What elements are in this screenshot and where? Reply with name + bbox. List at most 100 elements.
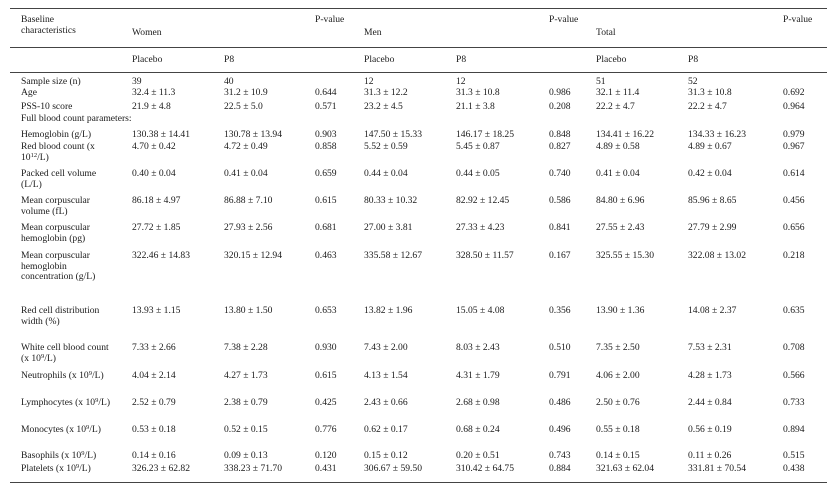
row-label-text: White cell blood count (x 10: [21, 342, 109, 364]
row-label-exponent: 9: [75, 463, 80, 470]
table-cell: 0.20 ± 0.51: [456, 450, 500, 461]
table-cell: 12: [456, 76, 466, 87]
row-label: Red cell distribution width (%): [21, 305, 100, 327]
table-cell: 0.614: [783, 168, 805, 179]
table-cell: 0.986: [549, 87, 571, 98]
table-cell: 0.776: [315, 424, 337, 435]
row-label: Neutrophils (x 109/L): [21, 370, 113, 382]
table-cell: 13.80 ± 1.50: [224, 305, 273, 316]
table-cell: 2.43 ± 0.66: [364, 397, 408, 408]
row-label: White cell blood count (x 109/L): [21, 342, 113, 364]
table-cell: 2.68 ± 0.98: [456, 397, 500, 408]
table-cell: 39: [132, 76, 142, 87]
table-cell: 0.496: [549, 424, 571, 435]
table-cell: 0.14 ± 0.16: [132, 450, 176, 461]
table-cell: 0.438: [783, 463, 805, 474]
table-cell: 0.208: [549, 101, 571, 112]
table-cell: 0.510: [549, 342, 571, 353]
table-cell: 0.740: [549, 168, 571, 179]
row-label-unit: /L): [37, 151, 49, 163]
row-label-exponent: 9: [81, 450, 85, 457]
table-cell: 310.42 ± 64.75: [456, 463, 515, 474]
header-rule-2: [10, 72, 827, 73]
table-cell: 335.58 ± 12.67: [364, 250, 423, 261]
table-cell: 2.38 ± 0.79: [224, 397, 268, 408]
table-cell: 322.46 ± 14.83: [132, 250, 191, 261]
table-cell: 0.681: [315, 222, 337, 233]
table-cell: 134.33 ± 16.23: [688, 129, 747, 140]
table-cell: 22.5 ± 5.0: [224, 101, 263, 112]
subheader-total-p8: P8: [688, 54, 699, 65]
row-label: Mean corpuscular hemoglobin (pg): [21, 222, 90, 244]
table-cell: 21.1 ± 3.8: [456, 101, 495, 112]
table-cell: 0.120: [315, 450, 337, 461]
table-cell: 134.41 ± 16.22: [596, 129, 655, 140]
table-frame: [10, 8, 827, 483]
row-label: Basophils (x 109/L): [21, 450, 113, 462]
table-cell: 4.04 ± 2.14: [132, 370, 176, 381]
table-cell: 0.708: [783, 342, 805, 353]
row-label: Mean corpuscular volume (fL): [21, 195, 90, 217]
subheader-women-p8: P8: [224, 54, 235, 65]
row-label-exponent: 9: [86, 424, 90, 431]
table-cell: 0.979: [783, 129, 805, 140]
table-cell: 0.635: [783, 305, 805, 316]
row-label-exponent: 9: [88, 370, 92, 377]
row-label: Lymphocytes (x 109/L): [21, 397, 113, 409]
table-cell: 86.88 ± 7.10: [224, 195, 273, 206]
table-cell: 0.167: [549, 250, 571, 261]
row-label: Platelets (x 109/L): [21, 463, 113, 475]
table-cell: 326.23 ± 62.82: [132, 463, 191, 474]
row-label-exponent: 12: [30, 151, 38, 159]
table-cell: 51: [596, 76, 606, 87]
table-cell: 27.55 ± 2.43: [596, 222, 645, 233]
table-cell: 0.40 ± 0.04: [132, 168, 176, 179]
table-cell: 5.52 ± 0.59: [364, 141, 408, 152]
table-cell: 0.841: [549, 222, 571, 233]
table-cell: 27.33 ± 4.23: [456, 222, 505, 233]
table-cell: 4.06 ± 2.00: [596, 370, 640, 381]
table-cell: 84.80 ± 6.96: [596, 195, 645, 206]
table-cell: 0.743: [549, 450, 571, 461]
table-cell: 13.90 ± 1.36: [596, 305, 645, 316]
table-cell: 21.9 ± 4.8: [132, 101, 171, 112]
table-cell: 7.53 ± 2.31: [688, 342, 732, 353]
table-cell: 0.218: [783, 250, 805, 261]
table-cell: 31.2 ± 10.9: [224, 87, 268, 98]
table-cell: 27.79 ± 2.99: [688, 222, 737, 233]
table-cell: 0.930: [315, 342, 337, 353]
table-cell: 0.14 ± 0.15: [596, 450, 640, 461]
table-cell: 0.566: [783, 370, 805, 381]
table-cell: 2.52 ± 0.79: [132, 397, 176, 408]
table-cell: 146.17 ± 18.25: [456, 129, 515, 140]
table-cell: 7.43 ± 2.00: [364, 342, 408, 353]
header-pvalue-women: P-value: [315, 14, 345, 25]
table-cell: 7.35 ± 2.50: [596, 342, 640, 353]
table-cell: 8.03 ± 2.43: [456, 342, 500, 353]
table-cell: 0.15 ± 0.12: [364, 450, 408, 461]
row-label-text: Neutrophils (x 10: [21, 370, 89, 381]
row-label-unit: /L): [98, 397, 111, 408]
table-cell: 7.38 ± 2.28: [224, 342, 268, 353]
table-cell: 0.656: [783, 222, 805, 233]
header-total: Total: [596, 27, 616, 38]
row-label: Monocytes (x 109/L): [21, 424, 113, 436]
row-label-unit: /L): [91, 370, 104, 381]
table-cell: 328.50 ± 11.57: [456, 250, 514, 261]
row-label-text: Monocytes (x 10: [21, 424, 87, 435]
table-cell: 0.515: [783, 450, 805, 461]
table-cell: 0.55 ± 0.18: [596, 424, 640, 435]
table-cell: 0.894: [783, 424, 805, 435]
table-cell: 0.44 ± 0.04: [364, 168, 408, 179]
subheader-men-placebo: Placebo: [364, 54, 395, 65]
table-cell: 4.13 ± 1.54: [364, 370, 408, 381]
table-cell: 130.78 ± 13.94: [224, 129, 283, 140]
row-label-text: Lymphocytes (x 10: [21, 397, 96, 408]
header-characteristics: Baseline characteristics: [21, 14, 76, 36]
table-cell: 22.2 ± 4.7: [596, 101, 635, 112]
table-cell: 27.00 ± 3.81: [364, 222, 413, 233]
table-cell: 0.425: [315, 397, 337, 408]
header-pvalue-total: P-value: [783, 14, 813, 25]
table-cell: 0.858: [315, 141, 337, 152]
table-cell: 0.486: [549, 397, 571, 408]
